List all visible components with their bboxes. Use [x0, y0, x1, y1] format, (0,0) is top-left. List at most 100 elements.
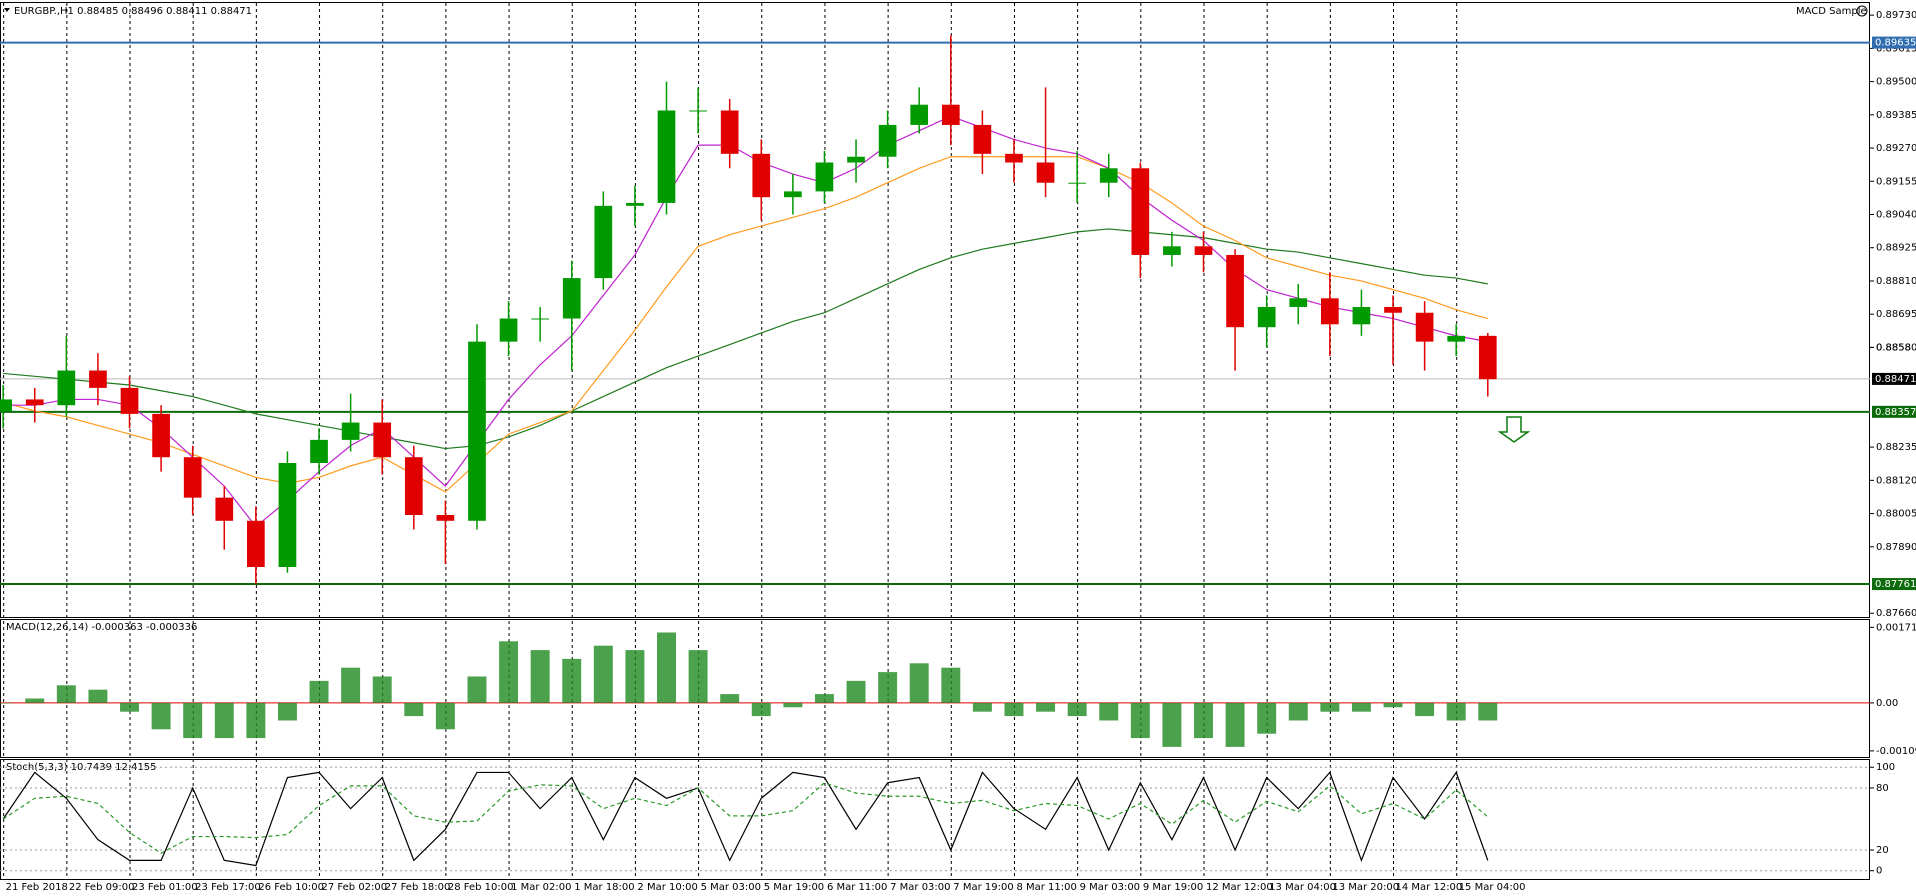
x-tick-label: 1 Mar 02:00: [511, 882, 571, 893]
macd-bar: [1067, 702, 1087, 717]
macd-bar: [657, 632, 676, 703]
macd-bar: [88, 689, 108, 703]
y-tick-label: 0.88580: [1876, 342, 1916, 353]
moving-average: [3, 228, 1488, 450]
macd-bar: [25, 698, 45, 703]
macd-bar: [1446, 702, 1466, 721]
y-tick-label: 0.89385: [1876, 110, 1916, 121]
candle-body: [404, 457, 423, 516]
macd-bar: [720, 694, 740, 703]
macd-bar: [1351, 702, 1371, 712]
y-tick-label: 0.88695: [1876, 309, 1916, 320]
chart-title: EURGBP.,H1 0.88485 0.88496 0.88411 0.884…: [14, 6, 252, 17]
candle-body: [531, 318, 549, 320]
price-label-box: [1872, 578, 1916, 591]
macd-bar: [878, 672, 898, 703]
macd-bar: [1099, 702, 1119, 721]
y-tick-label: 100: [1876, 762, 1895, 773]
candle-body: [1131, 168, 1150, 255]
macd-panel: [0, 619, 1870, 758]
candle-body: [183, 457, 202, 498]
y-tick-label: 0.88005: [1876, 509, 1916, 520]
macd-bar: [214, 702, 234, 739]
macd-bar: [1415, 702, 1435, 717]
candle-body: [815, 162, 834, 192]
y-tick-label: 0.88235: [1876, 442, 1916, 453]
x-tick-label: 27 Feb 02:00: [322, 882, 388, 893]
candle-body: [626, 202, 644, 206]
candle-body: [784, 191, 802, 198]
candle-body: [878, 124, 897, 157]
stoch-panel: [0, 759, 1870, 880]
y-tick-label: 80: [1876, 783, 1889, 794]
y-tick-label: 0.001717: [1876, 622, 1916, 633]
macd-bar: [1257, 702, 1277, 734]
price-label-box: [1872, 372, 1916, 385]
candle-body: [910, 104, 929, 125]
x-tick-label: 1 Mar 18:00: [574, 882, 634, 893]
macd-bar: [846, 680, 866, 703]
y-tick-label: 0.88925: [1876, 243, 1916, 254]
macd-bar: [120, 702, 139, 712]
candle-body: [1257, 306, 1276, 328]
macd-bar: [467, 676, 487, 703]
macd-bar: [1320, 702, 1340, 712]
candle-body: [1478, 335, 1497, 380]
y-tick-label: 0.87660: [1876, 608, 1916, 619]
macd-bar: [530, 650, 550, 703]
candle-body: [1447, 335, 1466, 342]
macd-bar: [814, 694, 834, 703]
macd-bar: [0, 702, 13, 704]
macd-bar: [56, 685, 76, 703]
expert-name: MACD Sample: [1796, 6, 1867, 17]
macd-bar: [372, 676, 392, 703]
x-tick-label: 6 Mar 11:00: [827, 882, 887, 893]
candle-body: [25, 399, 44, 406]
candle-body: [594, 205, 613, 279]
macd-bar: [783, 702, 803, 708]
x-tick-label: 21 Feb 2018: [6, 882, 68, 893]
candle-body: [436, 515, 455, 521]
candle-body: [1163, 246, 1181, 255]
candle-body: [1099, 168, 1118, 183]
x-tick-label: 13 Mar 04:00: [1269, 882, 1336, 893]
macd-bar: [1130, 702, 1150, 739]
y-tick-label: 0.89270: [1876, 143, 1916, 154]
candle-body: [657, 110, 676, 203]
x-tick-label: 14 Mar 12:00: [1396, 882, 1463, 893]
price-label: 0.89635: [1875, 38, 1916, 49]
macd-bar: [1225, 702, 1245, 747]
macd-bar: [593, 645, 613, 703]
x-tick-label: 9 Mar 03:00: [1080, 882, 1140, 893]
candle-body: [89, 370, 107, 388]
candle-body: [1384, 306, 1402, 313]
candle-body: [120, 387, 139, 414]
candle-body: [1289, 298, 1308, 307]
price-label: 0.88357: [1875, 407, 1916, 418]
y-tick-label: 0.89155: [1876, 176, 1916, 187]
candle-body: [973, 124, 992, 154]
x-tick-label: 9 Mar 19:00: [1143, 882, 1203, 893]
candle-body: [720, 110, 739, 154]
macd-bar: [309, 680, 329, 703]
candle-body: [1005, 153, 1023, 163]
y-tick-label: 0.00: [1876, 698, 1898, 709]
candle-body: [0, 399, 13, 411]
expert-icon[interactable]: [1856, 5, 1868, 17]
macd-bar: [435, 702, 455, 730]
x-tick-label: 15 Mar 04:00: [1459, 882, 1526, 893]
macd-bar: [688, 650, 708, 703]
y-tick-label: 0: [1876, 866, 1882, 877]
x-tick-label: 26 Feb 10:00: [258, 882, 324, 893]
price-label: 0.88471: [1875, 374, 1916, 385]
x-tick-label: 5 Mar 03:00: [701, 882, 761, 893]
macd-bar: [277, 702, 297, 721]
candle-body: [152, 413, 170, 458]
candle-body: [1226, 254, 1244, 328]
menu-arrow[interactable]: [4, 8, 10, 12]
macd-bar: [562, 658, 582, 703]
price-label-box: [1872, 405, 1916, 418]
y-tick-label: 0.88810: [1876, 276, 1916, 287]
macd-bar: [972, 702, 992, 712]
